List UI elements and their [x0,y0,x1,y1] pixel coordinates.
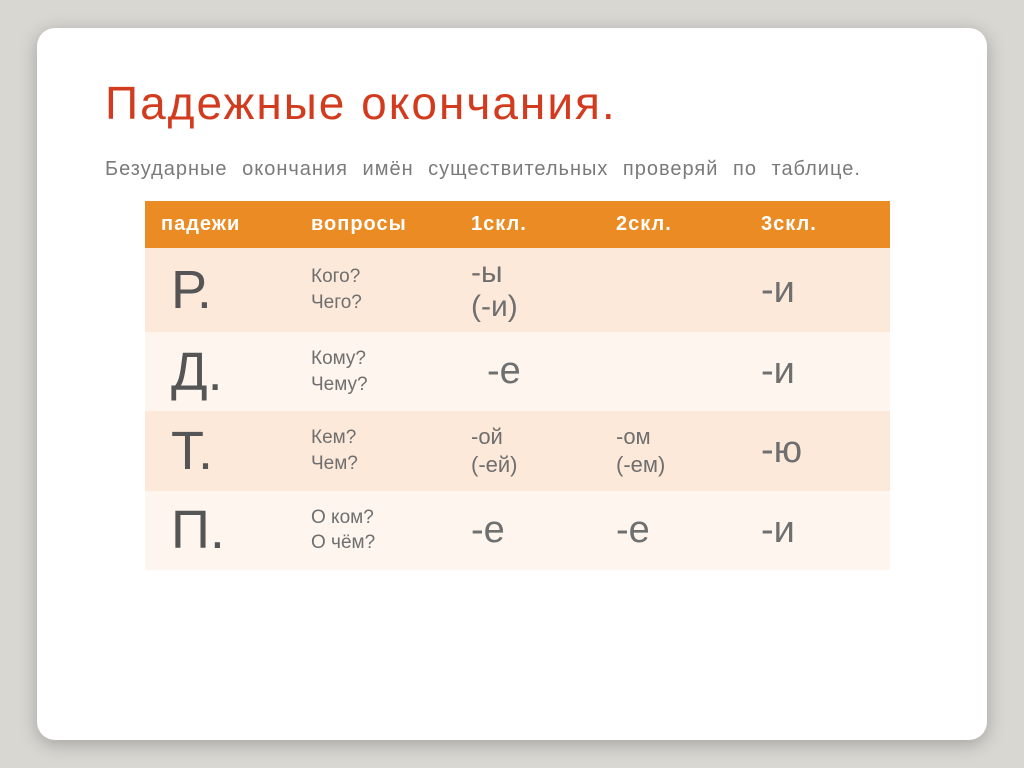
ending-d2 [600,248,745,332]
case-letter: Д. [145,332,295,411]
table-header-row: падежи вопросы 1скл. 2скл. 3скл. [145,201,890,248]
case-questions: О ком? О чём? [295,491,455,570]
ending-d3: -и [745,491,890,570]
header-questions: вопросы [295,201,455,248]
ending-d2: -ом (-ем) [600,411,745,490]
ending-d1: -е [455,332,600,411]
slide-title: Падежные окончания. [105,76,919,130]
case-letter: Р. [145,248,295,332]
header-cases: падежи [145,201,295,248]
header-decl2: 2скл. [600,201,745,248]
slide: Падежные окончания. Безударные окончания… [37,28,987,740]
case-letter: П. [145,491,295,570]
case-letter: Т. [145,411,295,490]
header-decl3: 3скл. [745,201,890,248]
ending-d2: -е [600,491,745,570]
table-row: Т. Кем? Чем? -ой (-ей) -ом (-ем) -ю [145,411,890,490]
ending-d3: -и [745,248,890,332]
case-questions: Кому? Чему? [295,332,455,411]
table-row: П. О ком? О чём? -е -е -и [145,491,890,570]
ending-d1: -е [455,491,600,570]
case-questions: Кем? Чем? [295,411,455,490]
ending-d2 [600,332,745,411]
table-row: Д. Кому? Чему? -е -и [145,332,890,411]
slide-subtitle: Безударные окончания имён существительны… [105,158,919,181]
ending-d3: -и [745,332,890,411]
table-row: Р. Кого? Чего? -ы (-и) -и [145,248,890,332]
ending-d3: -ю [745,411,890,490]
ending-d1: -ой (-ей) [455,411,600,490]
header-decl1: 1скл. [455,201,600,248]
ending-d1: -ы (-и) [455,248,600,332]
case-questions: Кого? Чего? [295,248,455,332]
endings-table: падежи вопросы 1скл. 2скл. 3скл. Р. Кого… [145,201,890,570]
